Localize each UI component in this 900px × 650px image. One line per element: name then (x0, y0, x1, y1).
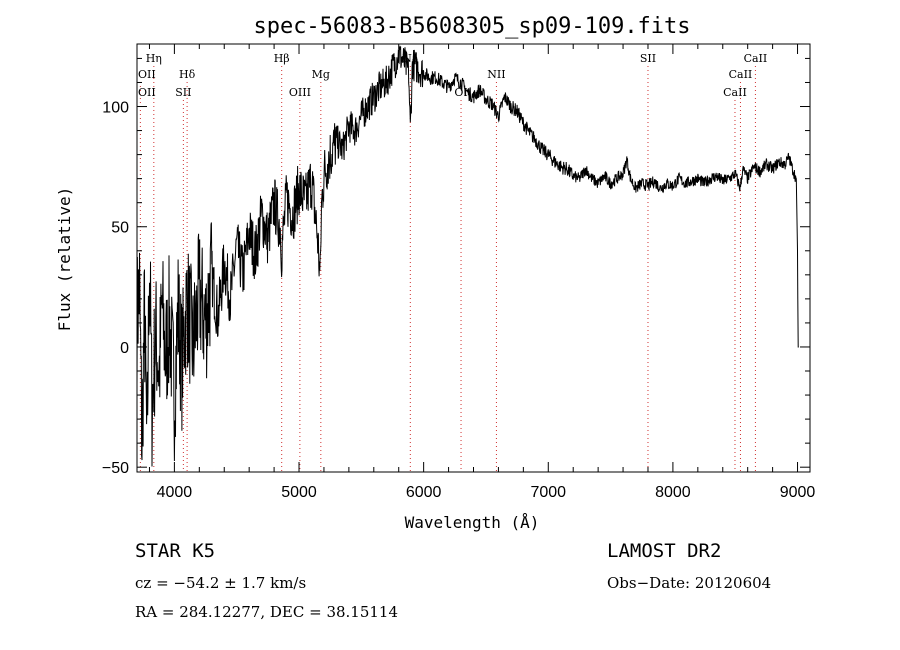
line-label: CaII (729, 68, 753, 81)
x-axis: 4000 5000 6000 7000 8000 9000 (148, 44, 816, 501)
x-tick-label: 4000 (157, 484, 193, 501)
line-label: OIII (289, 86, 311, 99)
line-label: OII (138, 86, 156, 99)
line-label: SII (175, 86, 191, 99)
line-label: Hβ (274, 52, 290, 65)
plot-frame (136, 43, 811, 473)
chart-title: spec-56083-B5608305_sp09-109.fits (253, 14, 690, 39)
coordinates-text: RA = 284.12277, DEC = 38.15114 (135, 603, 399, 621)
line-label: Hη (146, 52, 162, 65)
line-label: NII (487, 68, 505, 81)
line-label: Mg (312, 68, 330, 81)
y-tick-label: −50 (102, 460, 129, 477)
line-markers (139, 66, 756, 472)
y-axis: −50 0 50 100 (102, 57, 810, 477)
line-label: SII (640, 52, 656, 65)
line-label: Hδ (179, 68, 196, 81)
x-tick-label: 9000 (780, 484, 816, 501)
obs-date: Obs−Date: 20120604 (607, 574, 772, 592)
y-tick-label: 0 (120, 340, 129, 357)
x-tick-label: 6000 (406, 484, 442, 501)
x-tick-label: 8000 (655, 484, 691, 501)
line-label: OII (138, 68, 156, 81)
x-tick-label: 7000 (530, 484, 566, 501)
line-label: CaII (723, 86, 747, 99)
line-label: Na (402, 52, 419, 65)
y-tick-label: 50 (111, 220, 129, 237)
spectrum-line (136, 45, 799, 467)
object-class: STAR K5 (135, 540, 216, 562)
survey-name: LAMOST DR2 (607, 540, 722, 562)
y-tick-label: 100 (102, 100, 129, 117)
x-axis-label: Wavelength (Å) (405, 513, 540, 532)
x-tick-label: 5000 (281, 484, 317, 501)
redshift-text: cz = −54.2 ± 1.7 km/s (135, 574, 307, 592)
line-label: OI (454, 86, 467, 99)
line-label: CaII (744, 52, 768, 65)
y-axis-label: Flux (relative) (55, 187, 74, 332)
